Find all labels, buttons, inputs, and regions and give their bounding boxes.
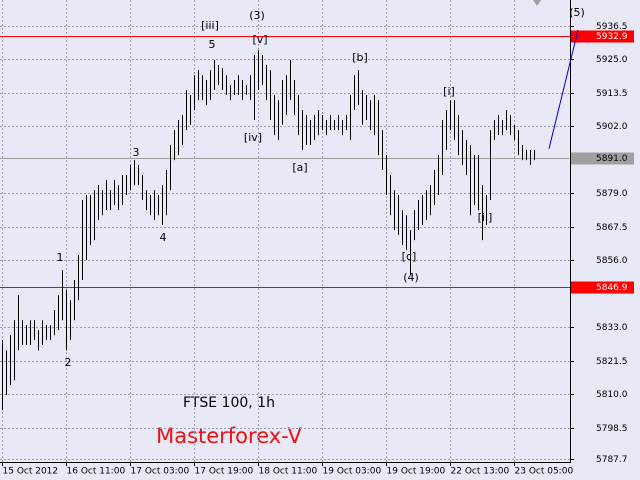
wave-label: 5 <box>209 38 216 51</box>
y-tick-label: 5867.5 <box>596 223 628 233</box>
wave-label: [a] <box>292 161 307 174</box>
wave-label: [c] <box>402 250 417 263</box>
wave-label: [i] <box>443 85 455 98</box>
wave-label: [v] <box>252 33 267 46</box>
x-tick-label: 19 Oct 03:00 <box>323 467 382 477</box>
price-label-box <box>571 152 634 165</box>
price-label-box <box>571 30 634 43</box>
wave-label: (3) <box>249 9 265 22</box>
scroll-marker <box>533 0 541 6</box>
wave-label: [ii] <box>478 211 493 224</box>
price-label: 5932.9 <box>596 32 628 42</box>
wave-label: 2 <box>65 356 72 369</box>
x-tick-label: 22 Oct 13:00 <box>451 467 510 477</box>
price-label: 5891.0 <box>596 154 628 164</box>
wave-label: (4) <box>403 271 419 284</box>
wave-label: 3 <box>133 146 140 159</box>
wave-label: 1 <box>57 251 64 264</box>
wave-label: 4 <box>160 231 167 244</box>
y-tick-label: 5833.0 <box>596 323 628 333</box>
wave-label: [b] <box>352 51 368 64</box>
y-tick-label: 5787.7 <box>596 455 628 465</box>
price-label: 5846.9 <box>596 283 628 293</box>
y-tick-label: 5810.0 <box>596 390 628 400</box>
wave-label: [iii] <box>201 19 219 32</box>
x-tick-label: 17 Oct 03:00 <box>131 467 190 477</box>
y-tick-label: 5821.5 <box>596 357 628 367</box>
x-tick-label: 19 Oct 19:00 <box>387 467 446 477</box>
wave-label: (5) <box>569 6 585 19</box>
y-tick-label: 5856.0 <box>596 256 628 266</box>
chart-title: FTSE 100, 1h <box>183 395 275 411</box>
y-tick-label: 5925.0 <box>596 55 628 65</box>
y-tick-label: 5936.5 <box>596 22 628 32</box>
price-label-box <box>571 281 634 294</box>
y-tick-label: 5798.5 <box>596 424 628 434</box>
wave-line <box>548 29 579 149</box>
x-tick-label: 18 Oct 11:00 <box>259 467 318 477</box>
x-tick-label: 15 Oct 2012 <box>3 467 59 477</box>
y-tick-label: 5879.0 <box>596 189 628 199</box>
x-tick-label: 16 Oct 11:00 <box>67 467 126 477</box>
x-tick-label: 17 Oct 19:00 <box>195 467 254 477</box>
y-tick-label: 5902.0 <box>596 122 628 132</box>
watermark: Masterforex-V <box>156 424 302 448</box>
y-tick-label: 5913.5 <box>596 89 628 99</box>
wave-label: [iv] <box>244 131 262 144</box>
x-tick-label: 23 Oct 05:00 <box>515 467 574 477</box>
